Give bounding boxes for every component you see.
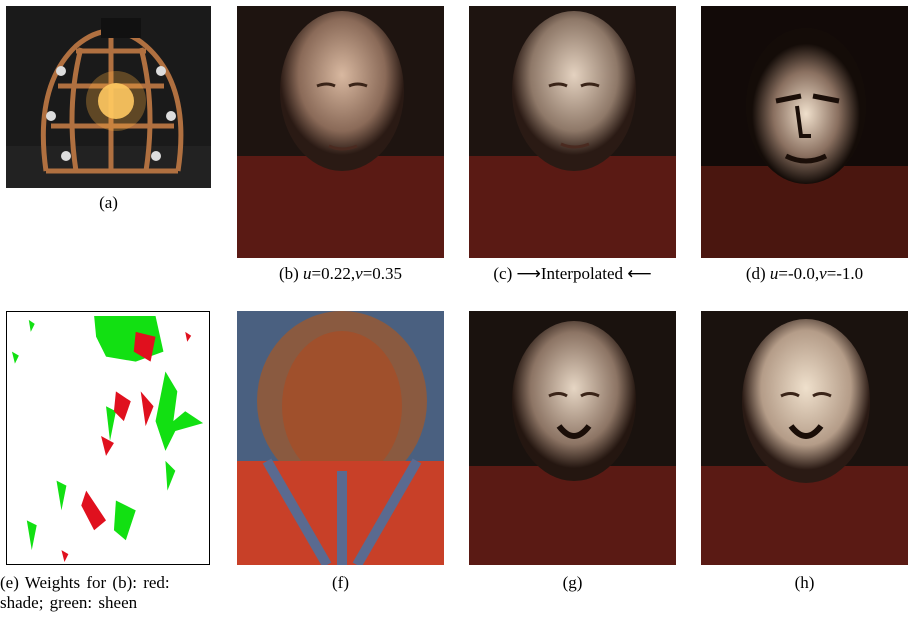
caption-b-v-value: =0.35 [362,264,403,283]
caption-b: (b) u=0.22,v=0.35 [237,264,444,284]
caption-c: (c) ⟶Interpolated ⟵ [469,264,676,284]
caption-g: (g) [562,573,583,592]
photo-face-interpolated [469,6,676,258]
caption-d: (d) u=-0.0,v=-1.0 [701,264,908,284]
photo-light-stage-dome [6,6,211,188]
caption-d-v-value: =-1.0 [826,264,864,283]
caption-a: (a) [99,193,118,212]
caption-b-prefix: (b) [278,264,304,283]
caption-b-u-value: =0.22, [311,264,356,283]
photo-face-shade-lit [237,6,444,258]
caption-d-prefix: (d) [745,264,770,283]
caption-h: (h) [794,573,815,592]
photo-face-relit-g [469,311,676,565]
caption-e: (e) Weights for (b): red: shade; green: … [0,573,215,613]
caption-d-u-value: =-0.0, [778,264,820,283]
caption-b-u: u [303,264,312,283]
caption-c-prefix: (c) [493,264,517,283]
caption-c-text: Interpolated [540,264,628,283]
caption-e-line2: shade; green: sheen [0,593,138,612]
right-arrow-icon: ⟶ [516,264,541,284]
caption-f: (f) [332,573,349,592]
caption-b-v: v [355,264,363,283]
photo-face-sheen-lit [701,6,908,258]
weights-map [6,311,210,565]
caption-d-v: v [819,264,827,283]
caption-e-line1: (e) Weights for (b): red: [0,573,170,592]
left-arrow-icon: ⟵ [627,264,652,284]
photo-face-color-map [237,311,444,565]
photo-face-relit-h [701,311,908,565]
caption-d-u: u [769,264,779,283]
